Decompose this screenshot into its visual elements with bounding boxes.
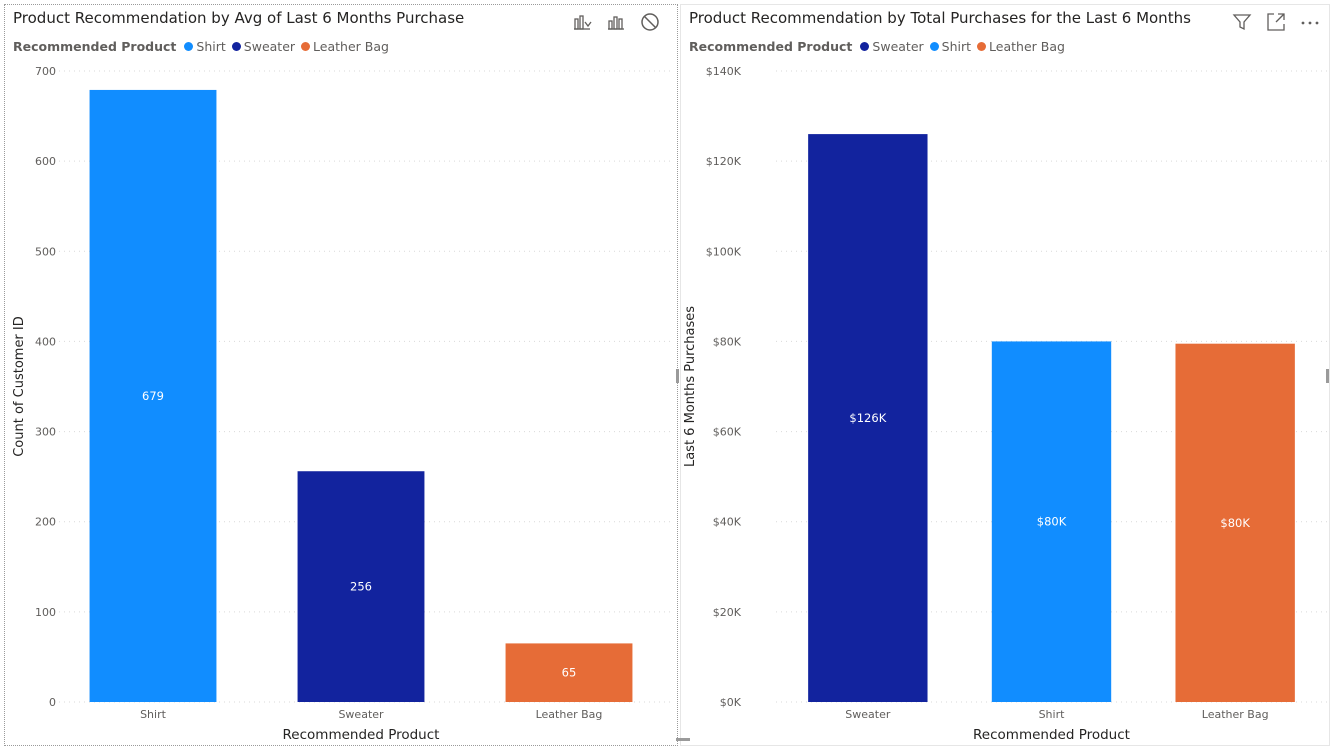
bar-chart-last-6-months-purchases: $0K $20K $40K $60K $80K $100K $120K $140K $126K S…	[683, 65, 1327, 743]
x-axis-title: Recommended Product	[283, 727, 440, 743]
legend-label: Shirt	[941, 39, 972, 54]
x-tick-label: Shirt	[140, 708, 167, 721]
legend-label: Sweater	[243, 39, 296, 54]
y-tick-label: $60K	[713, 426, 742, 439]
y-tick-label: $100K	[706, 245, 742, 258]
y-tick-label: 400	[35, 335, 56, 348]
visual-right-total-purchases[interactable]: Product Recommendation by Total Purchase…	[680, 4, 1330, 746]
legend: Recommended Product Sweater Shirt Leathe…	[689, 39, 1071, 54]
data-label: 65	[562, 666, 577, 680]
legend-item-shirt[interactable]: Shirt	[929, 39, 972, 54]
x-tick-label: Leather Bag	[1202, 708, 1269, 721]
bar	[1175, 343, 1295, 702]
y-axis-title: Last 6 Months Purchases	[683, 306, 698, 467]
legend-item-leather-bag[interactable]: Leather Bag	[977, 39, 1065, 54]
bar	[991, 341, 1112, 702]
x-tick-label: Leather Bag	[536, 708, 603, 721]
data-label: 256	[350, 580, 372, 594]
data-label: $80K	[1220, 516, 1250, 530]
y-tick-label: 300	[35, 426, 56, 439]
x-axis-title: Recommended Product	[973, 727, 1130, 743]
visual-left-avg-purchase[interactable]: Product Recommendation by Avg of Last 6 …	[4, 4, 678, 746]
legend-label: Shirt	[196, 39, 226, 54]
y-tick-label: $120K	[706, 155, 742, 168]
legend-label: Leather Bag	[989, 39, 1065, 54]
bar	[297, 471, 425, 702]
legend-label: Leather Bag	[313, 39, 389, 54]
x-tick-label: Sweater	[338, 708, 384, 721]
filter-icon[interactable]	[1231, 11, 1253, 33]
legend-item-sweater[interactable]: Sweater	[860, 39, 924, 54]
legend-item-shirt[interactable]: Shirt	[184, 39, 226, 54]
y-tick-label: 100	[35, 606, 56, 619]
column-chart-icon[interactable]	[605, 11, 627, 33]
chart-title: Product Recommendation by Avg of Last 6 …	[13, 9, 465, 27]
visual-toolbar	[1231, 11, 1321, 33]
bar	[89, 89, 217, 703]
bar	[808, 134, 928, 703]
data-label: $126K	[849, 411, 886, 425]
legend-item-leather-bag[interactable]: Leather Bag	[301, 39, 389, 54]
resize-handle[interactable]	[1326, 369, 1329, 383]
y-tick-label: 200	[35, 516, 56, 529]
legend-dot	[231, 42, 241, 51]
more-options-icon[interactable]	[1299, 11, 1321, 33]
chart-title: Product Recommendation by Total Purchase…	[689, 9, 1191, 27]
legend-dot	[860, 42, 870, 51]
y-tick-label: 600	[35, 155, 56, 168]
legend-label: Sweater	[872, 39, 924, 54]
x-tick-label: Shirt	[1039, 708, 1066, 721]
resize-handle[interactable]	[676, 369, 679, 383]
data-label: $80K	[1037, 515, 1067, 529]
bar	[505, 643, 633, 702]
visual-toolbar	[571, 11, 661, 33]
y-axis-title: Count of Customer ID	[12, 316, 27, 457]
focus-mode-icon[interactable]	[1265, 11, 1287, 33]
legend-dot	[929, 42, 939, 51]
y-tick-label: $20K	[713, 606, 742, 619]
drill-through-icon[interactable]	[571, 11, 593, 33]
y-tick-label: 700	[35, 65, 56, 78]
legend-title: Recommended Product	[13, 39, 177, 54]
y-tick-label: $80K	[713, 335, 742, 348]
data-label: 679	[142, 389, 164, 403]
bar-chart-count-customer: 0 100 200 300 400 500 600 700 679 Shirt 256 Sweater…	[12, 65, 673, 743]
y-tick-label: $140K	[706, 65, 742, 78]
legend: Recommended Product Shirt Sweater Leathe…	[13, 39, 395, 54]
y-tick-label: $40K	[713, 516, 742, 529]
legend-dot	[301, 42, 311, 51]
x-tick-label: Sweater	[845, 708, 891, 721]
no-entry-icon[interactable]	[639, 11, 661, 33]
y-tick-label: 0	[49, 696, 56, 709]
resize-handle[interactable]	[676, 738, 690, 741]
legend-dot	[184, 42, 194, 51]
y-tick-label: $0K	[720, 696, 742, 709]
legend-dot	[977, 42, 987, 51]
legend-item-sweater[interactable]: Sweater	[231, 39, 296, 54]
y-tick-label: 500	[35, 245, 56, 258]
legend-title: Recommended Product	[689, 39, 853, 54]
